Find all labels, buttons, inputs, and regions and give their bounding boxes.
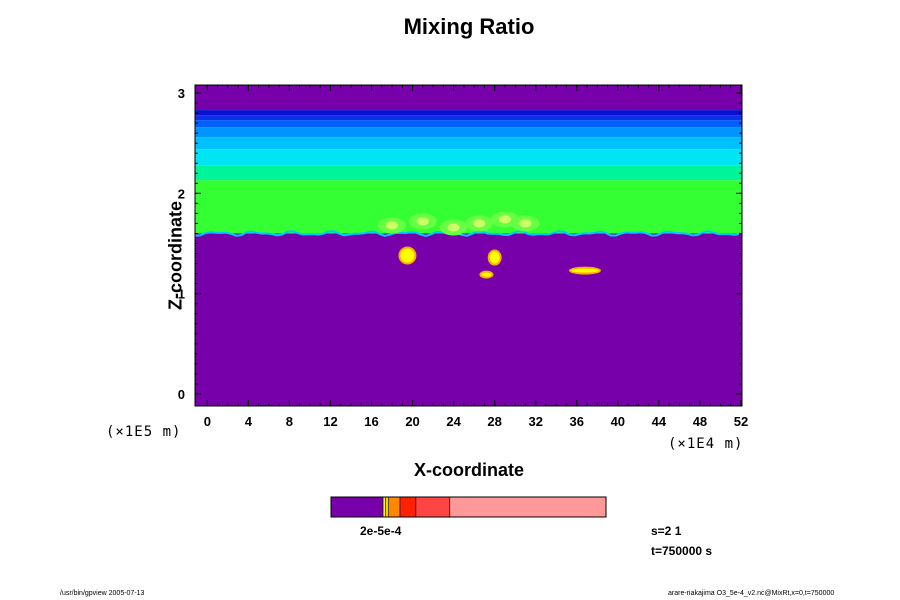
x-tick-label: 24	[446, 414, 461, 429]
colorbar-segment	[388, 496, 401, 518]
heatmap-blobs	[398, 246, 601, 279]
heatmap-layers	[195, 85, 742, 406]
heatmap-layer	[195, 137, 742, 150]
x-tick-label: 44	[652, 414, 667, 429]
y-axis-scale-label: (×1E5 m)	[106, 424, 182, 440]
y-axis-ticks: 0 1 2 3	[178, 86, 742, 402]
plume-mark	[386, 221, 399, 230]
mixing-boundary	[195, 211, 740, 238]
x-tick-label: 36	[570, 414, 584, 429]
colorbar-segment	[382, 496, 386, 518]
plume-mark	[519, 219, 532, 228]
heatmap-layer	[195, 115, 742, 121]
info-block: s=2 1 t=750000 s	[651, 521, 712, 561]
x-tick-label: 4	[245, 414, 253, 429]
plume-mark	[498, 215, 511, 224]
blob-mark	[400, 248, 415, 263]
colorbar-segment	[385, 496, 390, 518]
colorbar-segment	[449, 496, 607, 518]
y-tick-label: 1	[178, 287, 185, 302]
footer-left: /usr/bin/gpview 2005-07-13	[60, 590, 145, 597]
plume-mark	[447, 223, 460, 232]
x-tick-label: 40	[611, 414, 625, 429]
y-tick-label: 3	[178, 86, 185, 101]
x-tick-label: 12	[323, 414, 337, 429]
x-tick-label: 52	[734, 414, 748, 429]
blob-mark	[489, 251, 500, 264]
x-axis-scale-label: (×1E4 m)	[668, 436, 744, 452]
blob-mark	[481, 272, 492, 277]
footer-right: arare-nakajima O3_5e-4_v2.nc@MixRt,x=0,t…	[668, 590, 835, 597]
colorbar-frame	[330, 496, 607, 518]
heatmap-layer	[195, 149, 742, 166]
s-label: s=2 1	[651, 524, 682, 538]
blob-mark	[570, 268, 599, 273]
x-tick-label: 0	[204, 414, 211, 429]
colorbar-segment	[415, 496, 451, 518]
x-axis-ticks: 0 4 8 12 16 20 24 28 32 36 40 44 48 52	[204, 85, 748, 429]
x-tick-label: 48	[693, 414, 707, 429]
colorbar-tick-labels: 2e-5e-4	[360, 524, 402, 538]
x-tick-label: 8	[286, 414, 293, 429]
y-tick-label: 0	[178, 387, 185, 402]
y-axis-label: Z-coordinate	[165, 201, 186, 311]
chart-title: Mixing Ratio	[403, 14, 535, 39]
x-tick-label: 32	[528, 414, 542, 429]
heatmap-layer	[195, 85, 742, 111]
boundary-line	[195, 230, 740, 238]
heatmap-layer	[195, 127, 742, 138]
colorbar-segment	[399, 496, 417, 518]
x-tick-label: 28	[487, 414, 501, 429]
x-axis-label: X-coordinate	[413, 460, 524, 480]
heatmap-layer	[195, 233, 742, 406]
heatmap-layer	[195, 165, 742, 181]
plume-mark	[416, 217, 429, 226]
heatmap-layer	[195, 120, 742, 128]
heatmap-layer	[195, 110, 742, 116]
t-label: t=750000 s	[651, 544, 713, 558]
colorbar-segment	[330, 496, 384, 518]
plot-frame	[194, 84, 743, 407]
plume-mark	[473, 219, 486, 228]
colorbar	[330, 496, 607, 518]
x-tick-label: 16	[364, 414, 378, 429]
y-tick-label: 2	[178, 186, 185, 201]
x-tick-label: 20	[405, 414, 419, 429]
